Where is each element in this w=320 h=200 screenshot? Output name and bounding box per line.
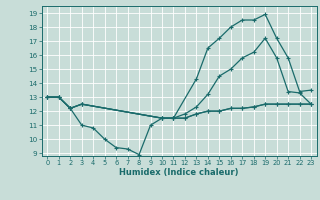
X-axis label: Humidex (Indice chaleur): Humidex (Indice chaleur) (119, 168, 239, 177)
